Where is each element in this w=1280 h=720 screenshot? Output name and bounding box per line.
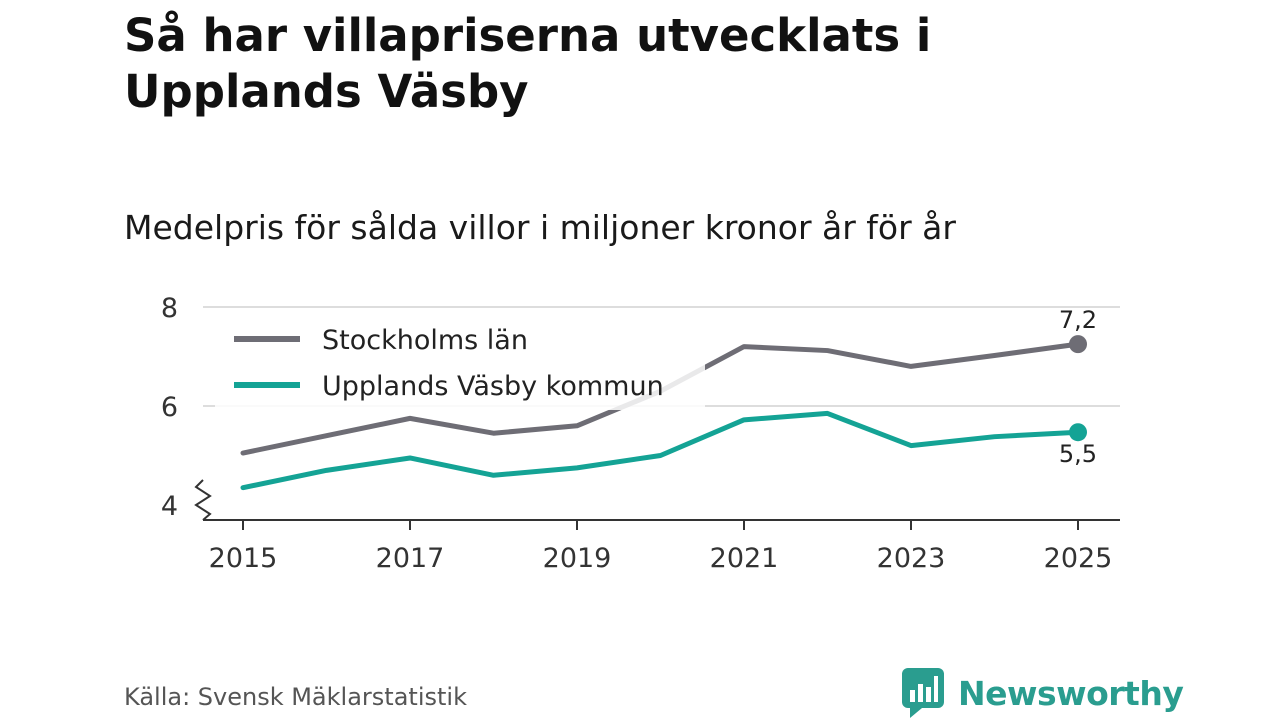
chart-title: Så har villapriserna utvecklats i Upplan… (124, 9, 932, 118)
legend-label-stockholm: Stockholms län (322, 325, 528, 356)
end-labels: 7,2 5,5 (1059, 306, 1097, 468)
x-tick-label-2019: 2019 (543, 543, 612, 574)
y-tick-label-8: 8 (161, 293, 178, 324)
x-tick-label-2015: 2015 (209, 543, 278, 574)
x-axis: 2015 2017 2019 2021 2023 2025 (203, 519, 1120, 574)
legend-background (215, 318, 705, 410)
x-tick-label-2023: 2023 (877, 543, 946, 574)
legend: Stockholms län Upplands Väsby kommun (215, 318, 705, 410)
y-axis-ticks: 4 6 8 (161, 293, 212, 522)
y-axis-break-mark (194, 479, 212, 521)
end-label-stockholm: 7,2 (1059, 306, 1097, 334)
end-label-upplands-vasby: 5,5 (1059, 440, 1097, 468)
line-chart: 4 6 8 2015 2017 2019 2021 2023 2025 Stockholms … (161, 293, 1120, 574)
x-tick-label-2021: 2021 (710, 543, 779, 574)
chart-subtitle: Medelpris för sålda villor i miljoner kr… (124, 208, 956, 247)
y-tick-label-6: 6 (161, 392, 178, 423)
newsworthy-logo-icon (902, 668, 944, 718)
end-point-stockholm (1069, 335, 1087, 354)
legend-label-upplands-vasby: Upplands Väsby kommun (322, 371, 664, 402)
end-point-upplands-vasby (1069, 423, 1087, 442)
series-line-upplands-vasby (240, 410, 1081, 491)
y-tick-label-4: 4 (161, 491, 178, 522)
x-tick-label-2017: 2017 (376, 543, 445, 574)
brand-name: Newsworthy (958, 673, 1184, 713)
brand-logo[interactable]: Newsworthy (902, 668, 1184, 718)
x-tick-label-2025: 2025 (1044, 543, 1113, 574)
source-note: Källa: Svensk Mäklarstatistik (124, 683, 467, 711)
